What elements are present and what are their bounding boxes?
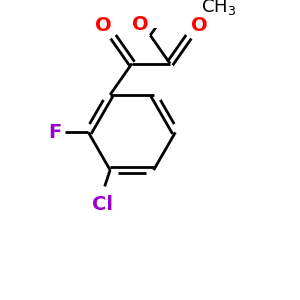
- Text: O: O: [95, 16, 111, 35]
- Text: F: F: [48, 123, 61, 142]
- Text: Cl: Cl: [92, 195, 113, 214]
- Text: O: O: [132, 14, 148, 34]
- Text: O: O: [190, 16, 207, 35]
- Text: CH$_3$: CH$_3$: [201, 0, 236, 17]
